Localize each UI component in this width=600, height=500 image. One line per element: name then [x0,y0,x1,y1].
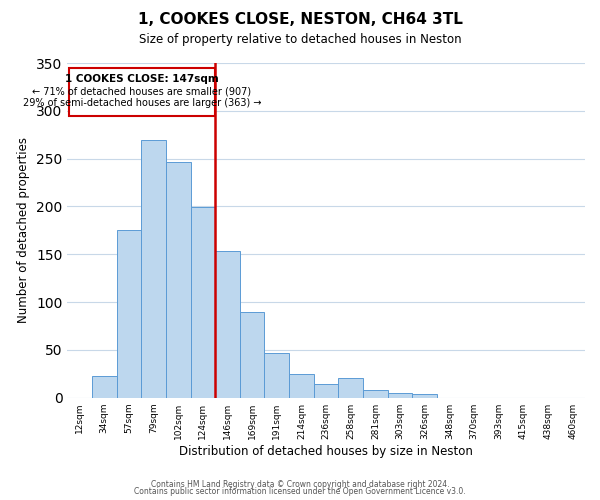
Bar [116,230,141,398]
Y-axis label: Number of detached properties: Number of detached properties [17,138,31,324]
Text: Size of property relative to detached houses in Neston: Size of property relative to detached ho… [139,32,461,46]
Text: Contains public sector information licensed under the Open Government Licence v3: Contains public sector information licen… [134,487,466,496]
FancyBboxPatch shape [68,68,215,116]
Bar [92,376,116,398]
Bar [265,353,289,398]
Text: 1 COOKES CLOSE: 147sqm: 1 COOKES CLOSE: 147sqm [65,74,219,85]
Bar [166,162,191,398]
Text: 29% of semi-detached houses are larger (363) →: 29% of semi-detached houses are larger (… [23,98,261,108]
Text: 1, COOKES CLOSE, NESTON, CH64 3TL: 1, COOKES CLOSE, NESTON, CH64 3TL [137,12,463,28]
Bar [215,252,240,398]
Bar [141,140,166,398]
Bar [388,393,412,398]
Bar [314,384,338,398]
Bar [240,312,265,398]
X-axis label: Distribution of detached houses by size in Neston: Distribution of detached houses by size … [179,444,473,458]
Bar [338,378,363,398]
Bar [363,390,388,398]
Bar [412,394,437,398]
Bar [191,208,215,398]
Text: ← 71% of detached houses are smaller (907): ← 71% of detached houses are smaller (90… [32,86,251,97]
Text: Contains HM Land Registry data © Crown copyright and database right 2024.: Contains HM Land Registry data © Crown c… [151,480,449,489]
Bar [289,374,314,398]
